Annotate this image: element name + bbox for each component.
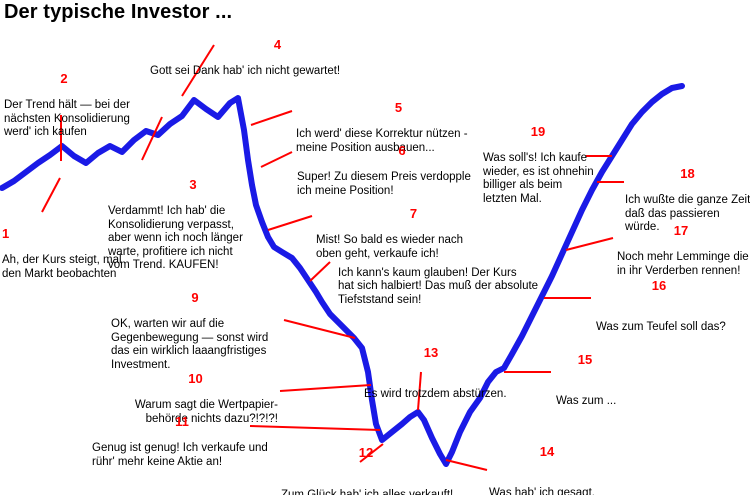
leader-line-1 <box>41 177 61 213</box>
leader-line-14 <box>445 459 488 471</box>
annotation-number-19: 19 <box>530 123 546 139</box>
annotation-text-8: Ich kann's kaum glauben! Der Kurs hat si… <box>338 266 539 306</box>
annotation-12: 12 Zum Glück hab' ich alles verkauft! <box>281 445 496 495</box>
annotation-text-10: Warum sagt die Wertpapier- behörde nicht… <box>134 399 278 425</box>
annotation-10: 10 Warum sagt die Wertpapier- behörde ni… <box>113 357 278 426</box>
annotation-18: 18 Ich wußte die ganze Zeit, daß das pas… <box>625 152 750 235</box>
annotation-number-9: 9 <box>191 289 199 305</box>
annotation-number-1: 1 <box>2 225 10 241</box>
annotation-4: 4 Gott sei Dank hab' ich nicht gewartet! <box>150 23 410 79</box>
leader-line-4 <box>181 44 215 97</box>
annotation-text-19: Was soll's! Ich kaufe wieder, es ist ohn… <box>483 152 594 205</box>
annotation-9: 9 OK, warten wir auf die Gegenbewegung —… <box>111 276 291 372</box>
annotation-5: 5 Ich werd' diese Korrektur nützen - mei… <box>296 86 511 155</box>
annotation-text-6: Super! Zu diesem Preis verdopple ich mei… <box>297 171 471 197</box>
annotation-text-5: Ich werd' diese Korrektur nützen - meine… <box>296 128 468 154</box>
leader-line-17 <box>565 237 614 251</box>
leader-line-13 <box>417 371 422 411</box>
annotation-number-12: 12 <box>358 445 374 460</box>
annotation-15: 15 Was zum ... <box>556 352 676 422</box>
annotation-number-3: 3 <box>189 176 197 192</box>
annotation-2: 2 Der Trend hält — bei der nächsten Kons… <box>4 57 154 140</box>
annotation-number-6: 6 <box>398 142 406 158</box>
annotation-text-17: Noch mehr Lemminge die in ihr Verderben … <box>617 251 749 277</box>
leader-line-3 <box>141 116 163 161</box>
leader-line-10 <box>279 384 372 392</box>
leader-line-7 <box>267 215 313 231</box>
leader-line-11 <box>249 425 381 431</box>
annotation-3: 3 Verdammt! Ich hab' die Konsolidierung … <box>108 163 293 273</box>
annotation-text-4: Gott sei Dank hab' ich nicht gewartet! <box>150 65 341 77</box>
annotation-number-2: 2 <box>60 70 68 86</box>
annotation-text-9: OK, warten wir auf die Gegenbewegung — s… <box>111 318 269 371</box>
annotation-number-5: 5 <box>394 99 403 115</box>
annotation-13: 13 Es wird trotzdem abstürzen. <box>364 345 539 415</box>
page-title: Der typische Investor ... <box>4 1 233 23</box>
annotation-number-18: 18 <box>680 165 695 181</box>
annotation-16: 16 Was zum Teufel soll das? <box>596 278 746 348</box>
annotation-number-16: 16 <box>651 278 667 293</box>
leader-line-12 <box>359 443 384 463</box>
annotation-text-11: Genug ist genug! Ich verkaufe und rühr' … <box>92 442 268 468</box>
annotation-6: 6 Super! Zu diesem Preis verdopple ich m… <box>297 129 517 198</box>
annotation-text-14: Was hab' ich gesagt. <box>489 487 595 495</box>
annotation-number-17: 17 <box>673 222 689 238</box>
annotation-17: 17 Noch mehr Lemminge die in ihr Verderb… <box>617 209 750 278</box>
annotation-number-15: 15 <box>577 352 593 367</box>
leader-line-5 <box>250 110 293 126</box>
annotation-number-7: 7 <box>409 205 418 221</box>
annotation-text-15: Was zum ... <box>556 395 617 407</box>
leader-line-8 <box>309 261 331 282</box>
annotation-19: 19 Was soll's! Ich kaufe wieder, es ist … <box>483 110 603 206</box>
annotation-text-12: Zum Glück hab' ich alles verkauft! <box>281 489 454 495</box>
annotation-14: 14 Was hab' ich gesagt. <box>489 444 634 495</box>
annotation-text-13: Es wird trotzdem abstürzen. <box>364 388 507 400</box>
annotation-text-3: Verdammt! Ich hab' die Konsolidierung ve… <box>108 205 243 271</box>
annotation-1: 1 Ah, der Kurs steigt, mal den Markt beo… <box>2 212 172 281</box>
annotation-text-16: Was zum Teufel soll das? <box>596 321 726 333</box>
annotation-text-7: Mist! So bald es wieder nach oben geht, … <box>316 234 464 260</box>
annotation-8: Ich kann's kaum glauben! Der Kurs hat si… <box>338 253 598 307</box>
leader-line-9 <box>283 319 356 339</box>
leader-lines-group <box>41 44 624 471</box>
annotation-number-10: 10 <box>188 370 203 386</box>
annotation-7: 7 Mist! So bald es wieder nach oben geht… <box>316 192 521 261</box>
annotation-number-4: 4 <box>273 36 282 52</box>
leader-line-6 <box>260 151 293 168</box>
annotation-number-13: 13 <box>423 345 439 360</box>
annotation-number-11: 11 <box>175 413 189 429</box>
annotation-number-14: 14 <box>539 444 555 459</box>
annotation-text-1: Ah, der Kurs steigt, mal den Markt beoba… <box>2 254 122 280</box>
price-line <box>0 83 685 467</box>
annotation-text-18: Ich wußte die ganze Zeit, daß das passie… <box>625 194 750 233</box>
annotation-11: 11 Genug ist genug! Ich verkaufe und rüh… <box>92 400 287 469</box>
annotation-text-2: Der Trend hält — bei der nächsten Konsol… <box>4 99 130 138</box>
